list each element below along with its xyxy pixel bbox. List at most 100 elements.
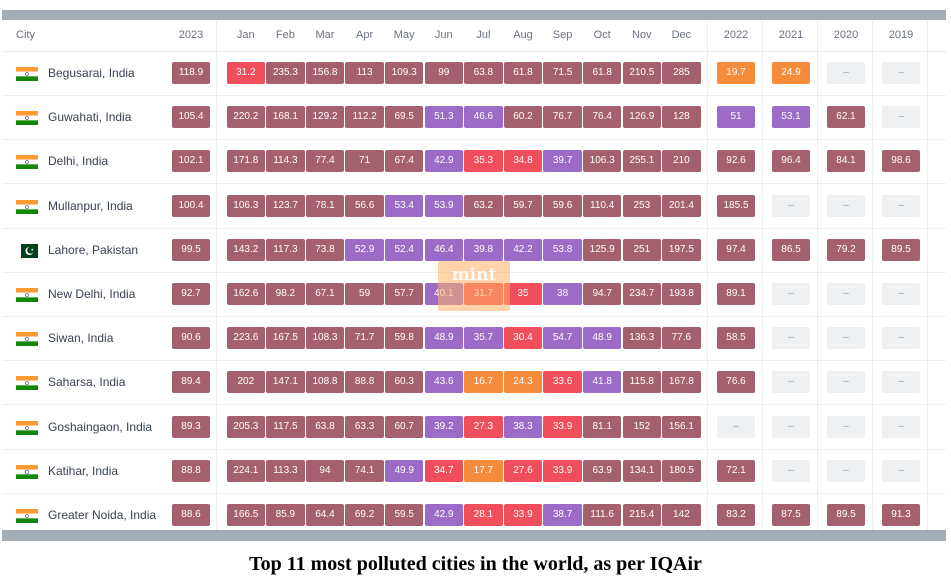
aqi-value-annual-2023: 89.4: [172, 371, 210, 394]
aqi-value-annual-2023: 102.1: [172, 150, 210, 173]
aqi-value-month-feb: 167.5: [266, 327, 305, 350]
table-row[interactable]: Mullanpur, India 100.4 106.3 123.7 78.1 56.6 5…: [2, 184, 946, 229]
aqi-value-year-2021: 87.5: [772, 504, 810, 526]
aqi-value-month-jan: 171.8: [226, 150, 266, 173]
column-header-jul[interactable]: Jul: [476, 29, 491, 41]
table-row[interactable]: Goshaingaon, India 89.3 205.3 117.5 63.8 63.3…: [2, 405, 946, 450]
aqi-value-month-sep: 39.7: [543, 150, 582, 173]
aqi-value-month-jan: 223.6: [226, 327, 266, 350]
aqi-value-year-2020: 89.5: [827, 504, 865, 526]
aqi-value-annual-2023: 89.3: [172, 415, 210, 438]
column-header-nov[interactable]: Nov: [632, 29, 652, 41]
column-header-2020[interactable]: 2020: [833, 29, 859, 41]
aqi-value-month-may: 57.7: [384, 283, 424, 305]
aqi-value-month-jul: 35.3: [464, 150, 503, 173]
aqi-value-annual-2023: 118.9: [172, 62, 210, 84]
aqi-value-year-2020: 62.1: [827, 106, 865, 129]
aqi-value-month-nov: 253: [622, 194, 662, 217]
aqi-value-month-apr: 52.9: [345, 238, 384, 261]
table-row[interactable]: Saharsa, India 89.4 202 147.1 108.8 88.8 60.3 4…: [2, 360, 946, 406]
aqi-value-month-may: 53.4: [384, 194, 424, 217]
aqi-value-month-jul: 27.3: [464, 415, 503, 438]
aqi-value-month-dec: 156.1: [662, 415, 701, 438]
aqi-value-month-oct: 61.8: [582, 62, 622, 84]
aqi-value-month-jul: 17.7: [464, 459, 503, 482]
aqi-value-month-may: 49.9: [384, 459, 424, 482]
aqi-value-month-jan: 162.6: [226, 283, 266, 305]
column-header-jan[interactable]: Jan: [236, 29, 255, 41]
aqi-value-year-2021: 53.1: [772, 106, 810, 129]
aqi-value-month-may: 109.3: [384, 62, 424, 84]
aqi-value-month-feb: 98.2: [266, 283, 305, 305]
aqi-value-year-2020: –: [827, 459, 865, 482]
aqi-value-month-jul: 63.2: [464, 194, 503, 217]
column-header-jun[interactable]: Jun: [434, 29, 453, 41]
aqi-value-year-2020: –: [827, 194, 865, 217]
aqi-value-year-2021: –: [772, 415, 810, 438]
column-header-city[interactable]: City: [16, 29, 35, 41]
table-row[interactable]: Delhi, India 102.1 171.8 114.3 77.4 71 67.4 42.…: [2, 139, 946, 185]
column-separator: [707, 20, 708, 530]
aqi-value-month-dec: 197.5: [662, 238, 701, 261]
aqi-value-month-feb: 235.3: [266, 62, 305, 84]
aqi-value-year-2022: 97.4: [717, 238, 755, 261]
column-header-may[interactable]: May: [393, 29, 415, 41]
aqi-value-month-nov: 210.5: [622, 62, 662, 84]
aqi-value-month-may: 52.4: [384, 238, 424, 261]
aqi-value-month-jun: 42.9: [424, 504, 464, 526]
aqi-value-month-oct: 41.8: [582, 371, 622, 394]
aqi-value-month-aug: 60.2: [503, 106, 543, 129]
table-header: City 2023 Jan Feb Mar Apr May Jun Jul Aug Sep Oct No…: [2, 20, 946, 52]
aqi-value-month-sep: 71.5: [543, 62, 582, 84]
column-header-apr[interactable]: Apr: [356, 29, 374, 41]
aqi-value-year-2020: –: [827, 415, 865, 438]
column-header-2022[interactable]: 2022: [723, 29, 749, 41]
aqi-value-annual-2023: 88.8: [172, 459, 210, 482]
aqi-value-month-jun: 46.4: [424, 238, 464, 261]
column-header-mar[interactable]: Mar: [315, 29, 335, 41]
aqi-value-month-jun: 42.9: [424, 150, 464, 173]
aqi-value-month-nov: 134.1: [622, 459, 662, 482]
table-row[interactable]: Begusarai, India 118.9 31.2 235.3 156.8 113 10…: [2, 51, 946, 96]
aqi-value-month-feb: 113.3: [266, 459, 305, 482]
aqi-value-year-2021: –: [772, 283, 810, 305]
aqi-value-month-oct: 125.9: [582, 238, 622, 261]
table-row[interactable]: Greater Noida, India 88.6 166.5 85.9 64.4 69.…: [2, 493, 946, 530]
aqi-value-month-jan: 224.1: [226, 459, 266, 482]
bottom-border-bar: [2, 530, 946, 541]
city-name: New Delhi, India: [48, 287, 136, 301]
aqi-value-month-dec: 201.4: [662, 194, 701, 217]
city-name: Greater Noida, India: [48, 508, 157, 522]
column-header-feb[interactable]: Feb: [275, 29, 295, 41]
india-flag-icon: [16, 288, 38, 302]
column-header-aug[interactable]: Aug: [513, 29, 533, 41]
aqi-value-month-sep: 59.6: [543, 194, 582, 217]
aqi-value-month-apr: 88.8: [345, 371, 384, 394]
column-header-sep[interactable]: Sep: [552, 29, 573, 41]
table-row[interactable]: Siwan, India 90.6 223.6 167.5 108.3 71.7 59.8 4…: [2, 316, 946, 362]
column-header-2023[interactable]: 2023: [178, 29, 204, 41]
aqi-value-month-oct: 111.6: [582, 504, 622, 526]
column-header-dec[interactable]: Dec: [671, 29, 692, 41]
aqi-value-year-2019: –: [882, 194, 920, 217]
aqi-value-month-nov: 126.9: [622, 106, 662, 129]
aqi-value-month-jan: 166.5: [226, 504, 266, 526]
aqi-value-month-nov: 215.4: [622, 504, 662, 526]
india-flag-icon: [16, 199, 38, 214]
column-header-2021[interactable]: 2021: [778, 29, 804, 41]
table-row[interactable]: Lahore, Pakistan 99.5 143.2 117.3 73.8 52.9 52…: [2, 228, 946, 273]
aqi-value-month-feb: 168.1: [266, 106, 305, 129]
aqi-value-month-apr: 71: [345, 150, 384, 173]
aqi-value-month-may: 59.5: [384, 504, 424, 526]
column-header-oct[interactable]: Oct: [593, 29, 611, 41]
aqi-value-month-oct: 110.4: [582, 194, 622, 217]
aqi-value-annual-2023: 105.4: [172, 106, 210, 129]
table-row[interactable]: Guwahati, India 105.4 220.2 168.1 129.2 112.2…: [2, 95, 946, 141]
india-flag-icon: [16, 376, 38, 391]
table-row[interactable]: Katihar, India 88.8 224.1 113.3 94 74.1 49.9 34…: [2, 449, 946, 494]
aqi-value-month-mar: 67.1: [305, 283, 345, 305]
column-header-2019[interactable]: 2019: [888, 29, 914, 41]
aqi-value-month-jul: 63.8: [464, 62, 503, 84]
aqi-value-year-2021: 24.9: [772, 62, 810, 84]
aqi-value-month-jun: 99: [424, 62, 464, 84]
